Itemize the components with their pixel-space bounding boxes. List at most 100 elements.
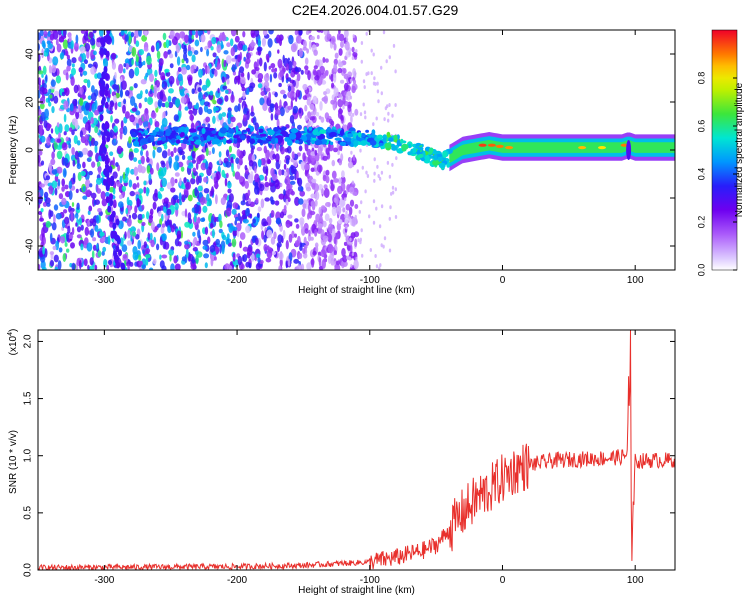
heatmap-noise-blob bbox=[275, 141, 279, 152]
heatmap-ridge-blob bbox=[339, 141, 347, 146]
heatmap-noise-blob bbox=[138, 49, 144, 56]
heatmap-noise-blob bbox=[162, 32, 167, 41]
heatmap-noise-blob bbox=[256, 146, 263, 152]
heatmap-noise-blob bbox=[322, 220, 327, 228]
heatmap-noise-blob bbox=[133, 35, 137, 45]
heatmap-noise-blob bbox=[113, 125, 118, 133]
heatmap-noise-blob bbox=[137, 239, 141, 250]
heatmap-noise-blob bbox=[225, 55, 232, 64]
heatmap-noise-blob bbox=[351, 112, 355, 117]
heatmap-noise-blob bbox=[85, 102, 90, 111]
heatmap-noise-blob bbox=[46, 202, 51, 207]
heatmap-noise-blob bbox=[228, 145, 232, 153]
heatmap-noise-blob bbox=[310, 154, 316, 162]
heatmap-ridge-blob bbox=[396, 139, 401, 147]
heatmap-noise-blob bbox=[205, 147, 209, 157]
heatmap-noise-blob bbox=[310, 193, 316, 199]
heatmap-noise-blob bbox=[309, 103, 315, 111]
heatmap-noise-blob bbox=[288, 60, 293, 71]
heatmap-noise-blob bbox=[340, 199, 346, 207]
heatmap-noise-blob bbox=[225, 207, 232, 217]
heatmap-noise-blob bbox=[42, 246, 45, 255]
heatmap-noise-blob bbox=[78, 217, 82, 226]
heatmap-noise-blob bbox=[370, 48, 373, 53]
heatmap-noise-blob bbox=[313, 49, 318, 56]
heatmap-noise-blob bbox=[325, 202, 331, 207]
heatmap-noise-blob bbox=[107, 259, 113, 266]
heatmap-noise-blob bbox=[134, 191, 140, 196]
heatmap-noise-blob bbox=[283, 163, 287, 170]
heatmap-noise-blob bbox=[116, 181, 122, 187]
heatmap-noise-blob bbox=[222, 85, 228, 90]
y-tick-label: 20 bbox=[25, 96, 36, 108]
heatmap-noise-blob bbox=[276, 118, 280, 129]
heatmap-noise-blob bbox=[136, 176, 139, 181]
heatmap-noise-blob bbox=[133, 157, 138, 163]
heatmap-ridge-blob bbox=[307, 139, 311, 146]
heatmap-noise-blob bbox=[321, 258, 326, 269]
heatmap-streak-blob bbox=[116, 261, 121, 269]
heatmap-noise-blob bbox=[279, 211, 285, 219]
heatmap-noise-blob bbox=[313, 65, 318, 70]
heatmap-noise-blob bbox=[331, 159, 336, 167]
heatmap-noise-blob bbox=[180, 166, 185, 172]
heatmap-noise-blob bbox=[388, 216, 391, 221]
heatmap-noise-blob bbox=[150, 221, 155, 231]
heatmap-noise-blob bbox=[89, 135, 92, 142]
heatmap-noise-blob bbox=[174, 202, 179, 211]
heatmap-noise-blob bbox=[242, 91, 246, 100]
heatmap-noise-blob bbox=[234, 55, 238, 60]
heatmap-noise-blob bbox=[181, 154, 186, 160]
heatmap-noise-blob bbox=[299, 217, 305, 226]
heatmap-noise-blob bbox=[214, 69, 218, 77]
heatmap-noise-blob bbox=[143, 241, 147, 249]
heatmap-noise-blob bbox=[54, 125, 60, 135]
y-tick-label: 1.0 bbox=[23, 448, 34, 462]
heatmap-noise-blob bbox=[310, 167, 315, 173]
heatmap-ridge-blob bbox=[179, 133, 184, 138]
heatmap-noise-blob bbox=[287, 188, 294, 195]
heatmap-noise-blob bbox=[342, 195, 345, 201]
heatmap-noise-blob bbox=[278, 193, 285, 200]
heatmap-ridge-blob bbox=[365, 129, 369, 133]
heatmap-noise-blob bbox=[191, 30, 196, 36]
heatmap-noise-blob bbox=[269, 73, 273, 83]
heatmap-streak-blob bbox=[101, 71, 106, 79]
heatmap-noise-blob bbox=[38, 150, 43, 156]
heatmap-noise-blob bbox=[279, 99, 282, 109]
colorbar: 0.0 0.2 0.4 0.6 0.8 Normalized spectral ampli… bbox=[696, 29, 745, 276]
heatmap-noise-blob bbox=[161, 177, 168, 188]
heatmap-noise-blob bbox=[195, 30, 199, 39]
heatmap-ridge-blob bbox=[205, 131, 213, 135]
heatmap-noise-blob bbox=[251, 69, 256, 75]
heatmap-noise-blob bbox=[46, 123, 52, 129]
heatmap-noise-blob bbox=[314, 191, 320, 201]
heatmap-noise-blob bbox=[49, 232, 53, 242]
heatmap-noise-blob bbox=[185, 248, 189, 258]
heatmap-noise-blob bbox=[291, 151, 295, 159]
heatmap-ridge-blob bbox=[423, 159, 431, 164]
heatmap-noise-blob bbox=[83, 78, 89, 84]
y-tick-label: -20 bbox=[25, 190, 36, 205]
heatmap-noise-blob bbox=[134, 205, 138, 214]
heatmap-streak-blob bbox=[110, 213, 115, 221]
heatmap-noise-blob bbox=[144, 97, 148, 103]
heatmap-noise-blob bbox=[130, 31, 135, 38]
heatmap-noise-blob bbox=[345, 96, 349, 100]
heatmap-noise-blob bbox=[352, 34, 355, 39]
heatmap-ridge-blob bbox=[226, 139, 232, 144]
heatmap-noise-blob bbox=[39, 183, 45, 188]
heatmap-noise-blob bbox=[224, 263, 230, 270]
heatmap-noise-blob bbox=[109, 129, 114, 139]
heatmap-noise-blob bbox=[323, 95, 328, 104]
heatmap-noise-blob bbox=[191, 150, 196, 159]
heatmap-noise-blob bbox=[388, 248, 392, 253]
heatmap-noise-blob bbox=[70, 242, 75, 249]
colorbar-bar bbox=[711, 29, 738, 271]
heatmap-noise-blob bbox=[101, 250, 105, 256]
heatmap-noise-blob bbox=[302, 203, 307, 209]
heatmap-noise-blob bbox=[354, 108, 359, 116]
heatmap-noise-blob bbox=[168, 88, 174, 94]
heatmap-noise-blob bbox=[206, 108, 213, 115]
heatmap-noise-blob bbox=[290, 43, 297, 53]
